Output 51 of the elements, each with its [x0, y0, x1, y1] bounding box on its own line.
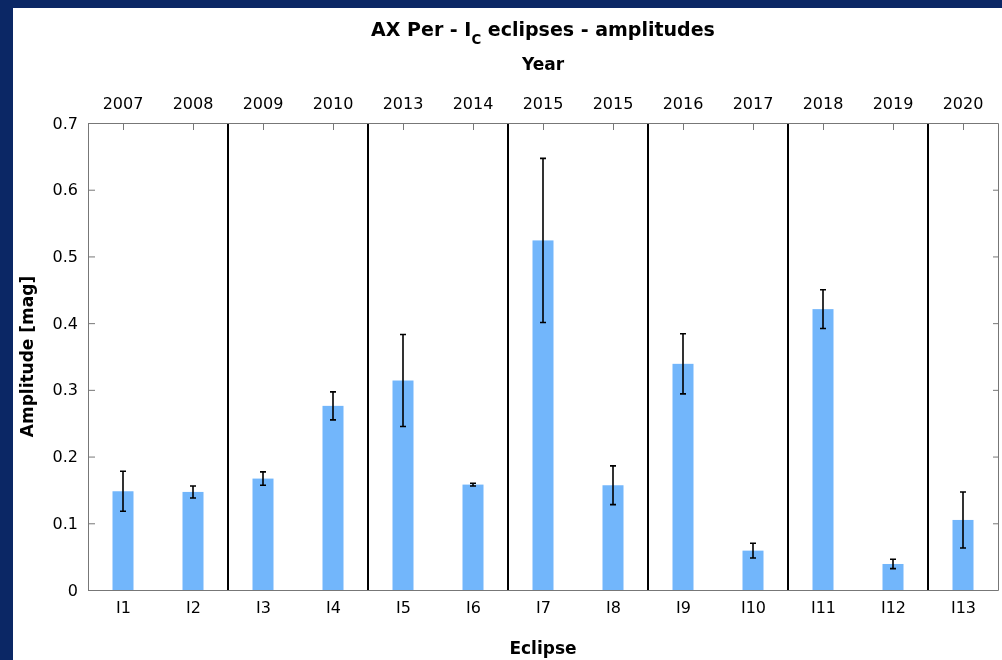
bar [742, 550, 764, 590]
x-tick-label: I3 [256, 598, 271, 618]
bar [672, 363, 694, 590]
annotation: 2013 [382, 94, 424, 113]
bar [952, 519, 974, 590]
annotation: 2020 [942, 94, 984, 113]
x2-axis-title: Year [520, 54, 565, 74]
bar [602, 485, 624, 590]
x-tick-label: I5 [396, 598, 411, 618]
bar [112, 491, 134, 590]
x-tick-label: I6 [466, 598, 481, 618]
annotation: 2015 [592, 94, 634, 113]
bar [252, 478, 274, 590]
y-tick-label: 0.2 [52, 447, 78, 467]
y-tick-label: 0.3 [52, 380, 78, 400]
x-tick-label: I13 [950, 598, 977, 618]
x-tick-label: I12 [880, 598, 907, 618]
annotation: 2019 [872, 94, 914, 113]
annotation: 2008 [172, 94, 214, 113]
x-tick-label: I8 [606, 598, 621, 618]
y-tick-label: 0.1 [52, 513, 78, 533]
bar [322, 405, 344, 590]
x-axis-title: Eclipse [509, 638, 577, 658]
bar [532, 240, 554, 590]
x-tick-label: I10 [740, 598, 767, 618]
x-tick-label: I7 [536, 598, 551, 618]
bar [392, 380, 414, 590]
annotation: 2017 [732, 94, 774, 113]
y-tick-label: 0.6 [52, 180, 78, 200]
x-tick-label: I11 [810, 598, 837, 618]
bar [182, 491, 204, 590]
annotation: 2010 [312, 94, 354, 113]
x-tick-label: I4 [326, 598, 341, 618]
y-tick-label: 0 [67, 580, 78, 600]
bar [882, 563, 904, 590]
bar [812, 309, 834, 590]
y-tick-label: 0.7 [52, 113, 78, 133]
x-tick-label: I2 [186, 598, 201, 618]
y-tick-label: 0.4 [52, 313, 78, 333]
annotation: 2018 [802, 94, 844, 113]
y-tick-label: 0.5 [52, 247, 78, 267]
y-axis-title: Amplitude [mag] [17, 275, 37, 438]
annotation: 2009 [242, 94, 284, 113]
bar [462, 484, 484, 590]
annotation: 2014 [452, 94, 494, 113]
x-tick-label: I9 [676, 598, 691, 618]
x-tick-label: I1 [116, 598, 131, 618]
annotation: 2015 [522, 94, 564, 113]
annotation: 2007 [102, 94, 144, 113]
chart-title: AX Per - I$_{C}$ eclipses - amplitudes [371, 18, 715, 47]
annotation: 2016 [662, 94, 704, 113]
